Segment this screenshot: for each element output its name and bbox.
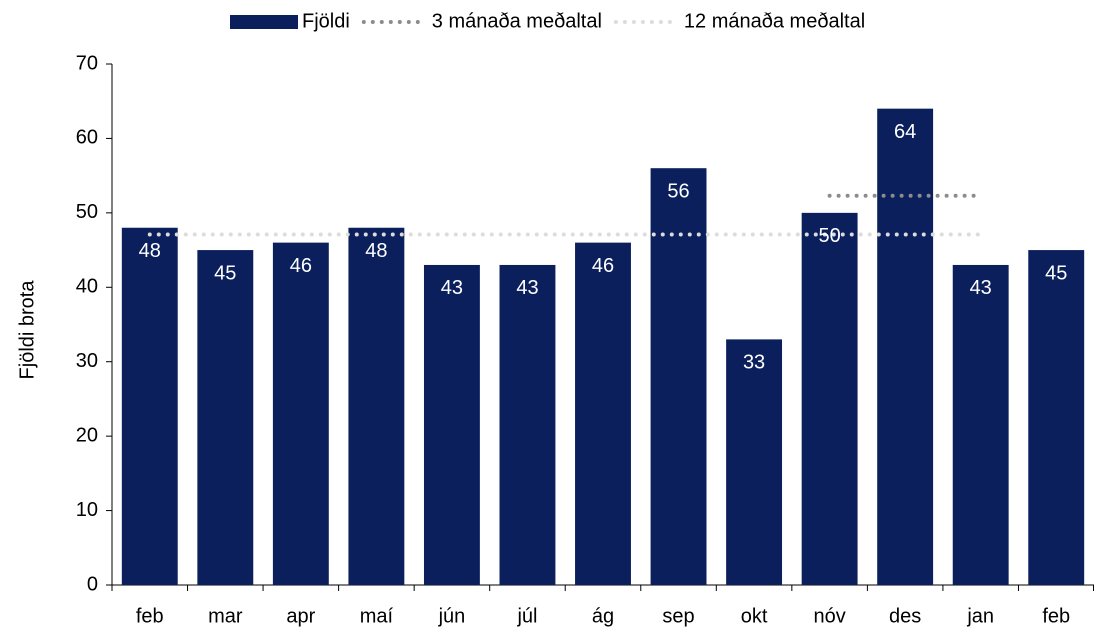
- data-label: 43: [516, 277, 538, 299]
- bar: [197, 250, 254, 586]
- y-axis-label: Fjöldi brota: [16, 280, 38, 380]
- data-label: 56: [667, 180, 689, 202]
- y-tick-label: 60: [76, 127, 98, 149]
- bar: [499, 264, 556, 585]
- y-tick-label: 40: [76, 276, 98, 298]
- legend-label: 12 mánaða meðaltal: [684, 10, 865, 32]
- y-tick-label: 10: [76, 499, 98, 521]
- x-tick-label: mar: [208, 605, 243, 627]
- x-tick-label: ág: [592, 605, 614, 627]
- data-label: 48: [139, 240, 161, 262]
- bar: [121, 227, 178, 585]
- data-label: 46: [592, 255, 614, 277]
- data-label: 46: [290, 255, 312, 277]
- y-tick-label: 0: [87, 573, 98, 595]
- data-label: 45: [214, 262, 236, 284]
- legend-label: 3 mánaða meðaltal: [432, 10, 602, 32]
- bar: [423, 264, 480, 585]
- y-tick-label: 20: [76, 424, 98, 446]
- legend-label: Fjöldi: [302, 10, 350, 32]
- data-label: 33: [743, 352, 765, 374]
- x-tick-label: jún: [438, 605, 466, 627]
- y-tick-label: 70: [76, 52, 98, 74]
- bar: [1028, 250, 1085, 586]
- data-label: 64: [894, 121, 916, 143]
- data-label: 43: [441, 277, 463, 299]
- data-label: 48: [365, 240, 387, 262]
- x-tick-label: feb: [136, 605, 164, 627]
- x-tick-label: nóv: [813, 605, 845, 627]
- bar: [575, 242, 631, 585]
- bar: [801, 212, 858, 585]
- x-tick-label: sep: [662, 605, 694, 627]
- y-tick-label: 50: [76, 201, 98, 223]
- data-label: 45: [1045, 262, 1067, 284]
- x-tick-label: júl: [516, 605, 537, 627]
- data-label: 50: [818, 225, 840, 247]
- x-tick-label: jan: [966, 605, 994, 627]
- bar: [877, 108, 934, 586]
- bar: [272, 242, 329, 585]
- bar: [726, 339, 783, 585]
- bar: [952, 264, 1009, 585]
- x-tick-label: maí: [360, 605, 394, 627]
- x-tick-label: feb: [1042, 605, 1070, 627]
- bar: [650, 168, 707, 585]
- x-tick-label: apr: [286, 605, 315, 627]
- data-label: 43: [970, 277, 992, 299]
- legend-swatch: [230, 15, 298, 29]
- y-tick-label: 30: [76, 350, 98, 372]
- x-tick-label: des: [889, 605, 921, 627]
- x-tick-label: okt: [741, 605, 768, 627]
- bar: [348, 227, 405, 585]
